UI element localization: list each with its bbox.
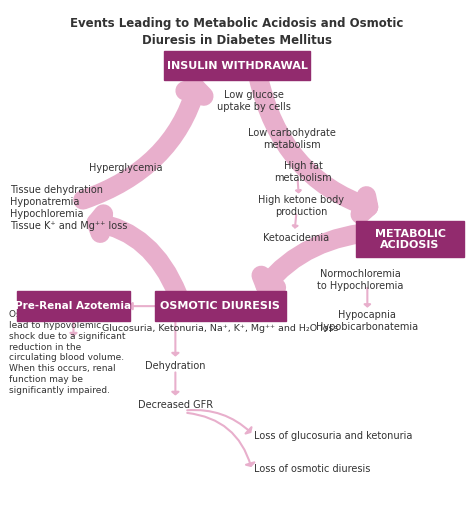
Text: Dehydration: Dehydration — [145, 360, 206, 371]
Text: Hyperglycemia: Hyperglycemia — [89, 163, 163, 174]
FancyBboxPatch shape — [356, 221, 464, 257]
Text: High ketone body
production: High ketone body production — [258, 195, 344, 217]
Text: Pre-Renal Azotemia: Pre-Renal Azotemia — [16, 301, 131, 311]
Text: Osmotic diuresis may
lead to hypovolemic
shock due to a significant
reduction in: Osmotic diuresis may lead to hypovolemic… — [9, 310, 125, 394]
Text: Hypocapnia
Hypobicarbonatemia: Hypocapnia Hypobicarbonatemia — [316, 310, 419, 332]
Text: Low glucose
uptake by cells: Low glucose uptake by cells — [217, 90, 291, 112]
FancyBboxPatch shape — [164, 51, 310, 80]
Text: OSMOTIC DIURESIS: OSMOTIC DIURESIS — [161, 301, 280, 311]
Text: INSULIN WITHDRAWAL: INSULIN WITHDRAWAL — [166, 60, 308, 71]
Text: METABOLIC
ACIDOSIS: METABOLIC ACIDOSIS — [374, 228, 446, 250]
FancyBboxPatch shape — [155, 291, 286, 321]
Text: Normochloremia
to Hypochloremia: Normochloremia to Hypochloremia — [317, 269, 403, 291]
Text: Loss of osmotic diuresis: Loss of osmotic diuresis — [254, 464, 370, 474]
Text: Low carbohydrate
metabolism: Low carbohydrate metabolism — [247, 128, 336, 150]
FancyBboxPatch shape — [17, 291, 130, 321]
Text: Decreased GFR: Decreased GFR — [138, 400, 213, 410]
Text: Ketoacidemia: Ketoacidemia — [263, 232, 329, 243]
Text: High fat
metabolism: High fat metabolism — [274, 161, 332, 183]
Text: Loss of glucosuria and ketonuria: Loss of glucosuria and ketonuria — [254, 430, 412, 441]
Text: Glucosuria, Ketonuria, Na⁺, K⁺, Mg⁺⁺ and H₂O loss: Glucosuria, Ketonuria, Na⁺, K⁺, Mg⁺⁺ and… — [102, 324, 338, 333]
Text: Tissue dehydration
Hyponatremia
Hypochloremia
Tissue K⁺ and Mg⁺⁺ loss: Tissue dehydration Hyponatremia Hypochlo… — [10, 185, 128, 231]
Text: Events Leading to Metabolic Acidosis and Osmotic
Diuresis in Diabetes Mellitus: Events Leading to Metabolic Acidosis and… — [70, 17, 404, 47]
